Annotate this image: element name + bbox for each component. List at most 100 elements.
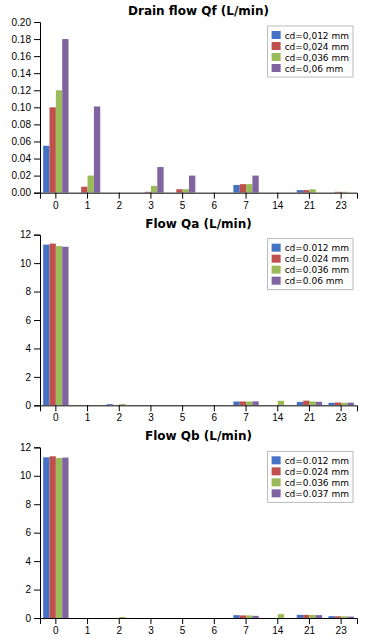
tick: 0.16 xyxy=(12,51,40,62)
tick-mark xyxy=(34,590,40,591)
bar xyxy=(145,405,151,406)
bar xyxy=(240,184,246,193)
tick-label: 21 xyxy=(304,200,316,211)
bar xyxy=(202,405,208,406)
bar xyxy=(214,405,220,406)
bar xyxy=(62,247,68,406)
panel: Flow Qb (L/min)0246810120123567142123cd=… xyxy=(20,429,358,636)
bar xyxy=(347,403,353,406)
legend-swatch xyxy=(272,467,281,475)
tick: 12 xyxy=(20,442,40,453)
series xyxy=(62,458,354,618)
bar xyxy=(328,616,334,618)
legend-label: cd=0,024 mm xyxy=(285,42,349,52)
bar xyxy=(316,192,322,193)
bar xyxy=(81,618,87,619)
axis-line xyxy=(41,619,358,625)
bar xyxy=(341,191,347,192)
bar xyxy=(265,192,271,193)
tick: 14 xyxy=(272,193,284,211)
bar xyxy=(284,618,290,619)
bar xyxy=(94,405,100,406)
tick-mark xyxy=(182,193,183,199)
tick-label: 12 xyxy=(20,229,32,240)
tick-mark xyxy=(87,405,88,411)
bar xyxy=(189,405,195,406)
legend-frame xyxy=(268,26,353,77)
tick: 6 xyxy=(212,193,218,211)
legend-item: cd=0,06 mm xyxy=(272,64,344,74)
bar xyxy=(183,189,189,192)
tick-mark xyxy=(214,405,215,411)
axis-line xyxy=(41,406,358,412)
bar xyxy=(157,618,163,619)
series xyxy=(50,107,342,192)
bar xyxy=(221,192,227,193)
bar xyxy=(113,618,119,619)
bar xyxy=(94,106,100,192)
tick-mark xyxy=(34,124,40,125)
tick-label: 0.06 xyxy=(12,136,32,147)
bar xyxy=(170,618,176,619)
tick-mark xyxy=(34,320,40,321)
tick-mark xyxy=(277,405,278,411)
bar xyxy=(316,402,322,406)
tick-mark xyxy=(34,56,40,57)
legend-swatch xyxy=(272,478,281,486)
tick-label: 0.08 xyxy=(12,119,32,130)
bar xyxy=(138,618,144,619)
tick-mark xyxy=(119,193,120,199)
bar xyxy=(151,405,157,406)
tick: 0 xyxy=(53,618,59,636)
legend: cd=0.012 mmcd=0.024 mmcd=0.036 mmcd=0.06… xyxy=(268,239,353,290)
tick: 23 xyxy=(336,618,348,636)
bar xyxy=(246,615,252,618)
bar xyxy=(113,192,119,193)
bar xyxy=(335,616,341,618)
tick-label: 3 xyxy=(148,200,154,211)
tick: 10 xyxy=(20,258,40,269)
tick: 0 xyxy=(53,405,59,423)
tick-mark xyxy=(214,193,215,199)
bar xyxy=(62,39,68,193)
bar xyxy=(183,618,189,619)
tick-mark xyxy=(34,504,40,505)
bar xyxy=(157,167,163,193)
bar xyxy=(202,192,208,193)
tick-label: 14 xyxy=(272,625,284,636)
x-axis: 0123567142123 xyxy=(41,618,358,636)
legend-label: cd=0,036 mm xyxy=(285,53,349,63)
tick-label: 0 xyxy=(53,412,59,423)
legend-label: cd=0.024 mm xyxy=(285,254,349,264)
bar xyxy=(81,405,87,406)
bar xyxy=(328,192,334,193)
tick: 2 xyxy=(25,372,40,383)
bar xyxy=(50,244,56,406)
tick: 4 xyxy=(25,556,40,567)
bar xyxy=(278,614,284,618)
tick: 10 xyxy=(20,470,40,481)
bar xyxy=(157,405,163,406)
tick: 8 xyxy=(25,286,40,297)
tick: 0.18 xyxy=(12,34,40,45)
tick-label: 0.14 xyxy=(12,68,32,79)
panel: Drain flow Qf (L/min)0.000.020.040.060.0… xyxy=(12,4,358,211)
tick-mark xyxy=(34,377,40,378)
bar xyxy=(56,246,62,405)
tick-mark xyxy=(34,476,40,477)
tick-mark xyxy=(34,447,40,448)
tick-mark xyxy=(34,141,40,142)
bar xyxy=(202,618,208,619)
tick: 0.02 xyxy=(12,170,40,181)
tick-label: 2 xyxy=(25,584,31,595)
tick-mark xyxy=(87,618,88,624)
bar xyxy=(126,618,132,619)
tick: 3 xyxy=(148,618,154,636)
legend-item: cd=0,036 mm xyxy=(272,53,349,63)
bar xyxy=(265,405,271,406)
tick-mark xyxy=(55,405,56,411)
tick-mark xyxy=(34,292,40,293)
bar xyxy=(170,192,176,193)
tick: 1 xyxy=(85,618,91,636)
tick: 14 xyxy=(272,618,284,636)
